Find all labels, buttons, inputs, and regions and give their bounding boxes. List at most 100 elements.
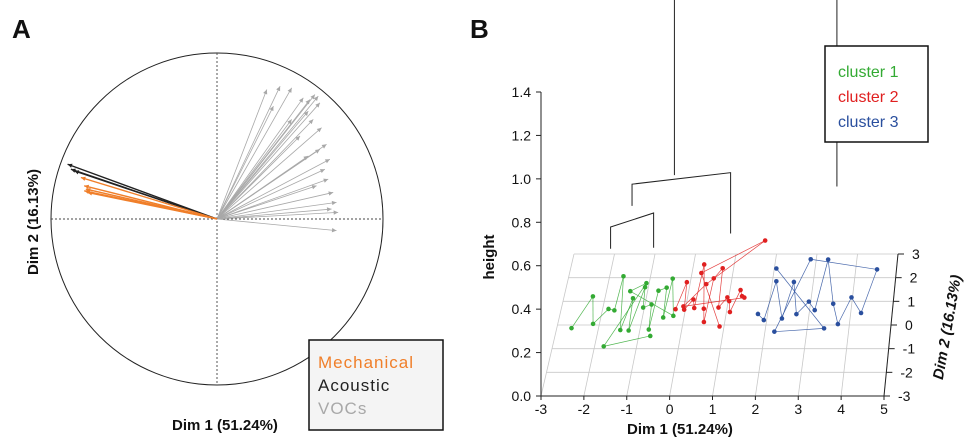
cluster-3-point	[858, 310, 864, 316]
vocs-vector	[216, 97, 304, 220]
dim1-tick-label: 3	[794, 401, 802, 417]
cluster-3-link	[814, 259, 829, 311]
panel-a-y-axis-label: Dim 2 (16.13%)	[25, 169, 42, 275]
cluster-1-point	[626, 328, 631, 333]
legend-entry-acoustic: Acoustic	[318, 376, 390, 395]
cluster-3-point	[774, 266, 779, 271]
cluster-2-point	[711, 276, 717, 281]
legend-entry-cluster-1: cluster 1	[838, 64, 899, 81]
vocs-arrowhead	[269, 106, 274, 112]
cluster-3-link	[851, 297, 862, 314]
cluster-2-point	[727, 309, 733, 315]
cluster-2-point	[701, 319, 707, 325]
vocs-vector	[216, 185, 317, 220]
cluster-3-point	[808, 256, 814, 262]
cluster-3-link	[796, 301, 810, 315]
panel-a-legend: Mechanical Acoustic VOCs	[308, 339, 444, 431]
vocs-vector	[216, 135, 301, 220]
height-tick-label: 0.8	[512, 214, 532, 230]
vocs-vector	[216, 155, 309, 220]
dim1-tick-label: -3	[535, 401, 548, 417]
cluster-2-link	[683, 297, 745, 307]
cluster-1-point	[640, 305, 646, 310]
cluster-1-point	[646, 327, 652, 332]
vocs-arrowhead	[287, 87, 292, 93]
cluster-3-point	[794, 311, 799, 317]
vocs-arrowhead	[298, 97, 304, 103]
cluster-2-link	[703, 278, 715, 323]
height-tick-label: 1.0	[512, 171, 532, 187]
dendrogram-branch	[673, 0, 838, 187]
vocs-arrowhead	[313, 96, 319, 102]
dim1-tick-label: 2	[751, 401, 759, 417]
legend-entry-vocs: VOCs	[318, 399, 367, 418]
cluster-1-point	[618, 327, 623, 333]
cluster-1-point	[590, 321, 596, 327]
cluster-1-point	[621, 273, 626, 279]
cluster-1-point	[627, 288, 633, 294]
cluster-2-point	[673, 306, 678, 312]
vocs-arrowhead	[311, 185, 317, 190]
dim2-tick-label: 3	[912, 246, 920, 262]
cluster-3-point	[772, 329, 777, 334]
cluster-1-link	[630, 282, 647, 292]
cluster-1-link	[619, 276, 624, 331]
acoustic-arrowhead	[67, 163, 73, 168]
vocs-vector	[216, 168, 326, 220]
cluster-2-point	[691, 305, 697, 311]
vocs-vector	[216, 89, 268, 220]
vocs-arrowhead	[333, 210, 339, 215]
cluster-1-point	[656, 288, 661, 294]
vocs-vector	[216, 119, 293, 220]
cluster-2-point	[717, 324, 722, 329]
cluster-1-point	[601, 344, 607, 349]
cluster-1-point	[590, 294, 596, 299]
cluster-1-point	[642, 284, 648, 290]
cluster-1-point	[647, 333, 653, 339]
acoustic-vector	[74, 170, 218, 220]
cluster-2-point	[738, 287, 743, 293]
cluster-2-link	[729, 289, 741, 313]
cluster-2-point	[716, 305, 721, 310]
cluster-3-point	[849, 295, 854, 300]
cluster-1-link	[571, 296, 594, 329]
vocs-arrowhead	[324, 159, 330, 164]
cluster-2-link	[675, 282, 688, 310]
cluster-3-link	[860, 269, 878, 314]
dim2-tick-label: -1	[903, 341, 916, 357]
vocs-vector	[216, 110, 309, 220]
vocs-vector	[216, 86, 281, 220]
vocs-arrowhead	[308, 119, 314, 125]
vocs-arrowhead	[331, 228, 337, 233]
vocs-vector	[216, 178, 329, 220]
cluster-2-point	[725, 295, 730, 300]
cluster-1-link	[648, 290, 659, 330]
mechanical-arrowhead	[85, 187, 91, 193]
vocs-arrowhead	[314, 149, 320, 154]
cluster-2-point	[691, 297, 696, 302]
dim2-tick-labels: -3 -2 -1 0 1 2 3	[884, 246, 920, 404]
cluster-2-point	[762, 238, 768, 243]
mechanical-vector	[80, 176, 218, 220]
dim1-tick-label: 4	[837, 401, 845, 417]
cluster-1-point	[569, 325, 574, 331]
cluster-3-point	[779, 316, 785, 321]
vocs-arrowhead	[305, 99, 310, 105]
cluster-3-point	[755, 311, 761, 317]
vocs-vector	[216, 127, 322, 220]
cluster-1-link	[614, 276, 624, 311]
cluster-2-link	[701, 240, 766, 274]
cluster-2-point	[701, 306, 707, 312]
cluster-points	[569, 238, 880, 349]
vocs-vector	[216, 94, 316, 220]
dim2-tick-label: -2	[900, 364, 913, 380]
cluster-3-point	[812, 307, 818, 313]
cluster-2-point	[742, 295, 747, 300]
height-tick-label: 0.0	[512, 388, 532, 404]
cluster-2-point	[726, 298, 732, 304]
vocs-arrowhead	[276, 86, 281, 92]
cluster-1-link	[642, 287, 646, 308]
vocs-arrowhead	[287, 119, 292, 125]
cluster-2-link	[683, 283, 707, 307]
